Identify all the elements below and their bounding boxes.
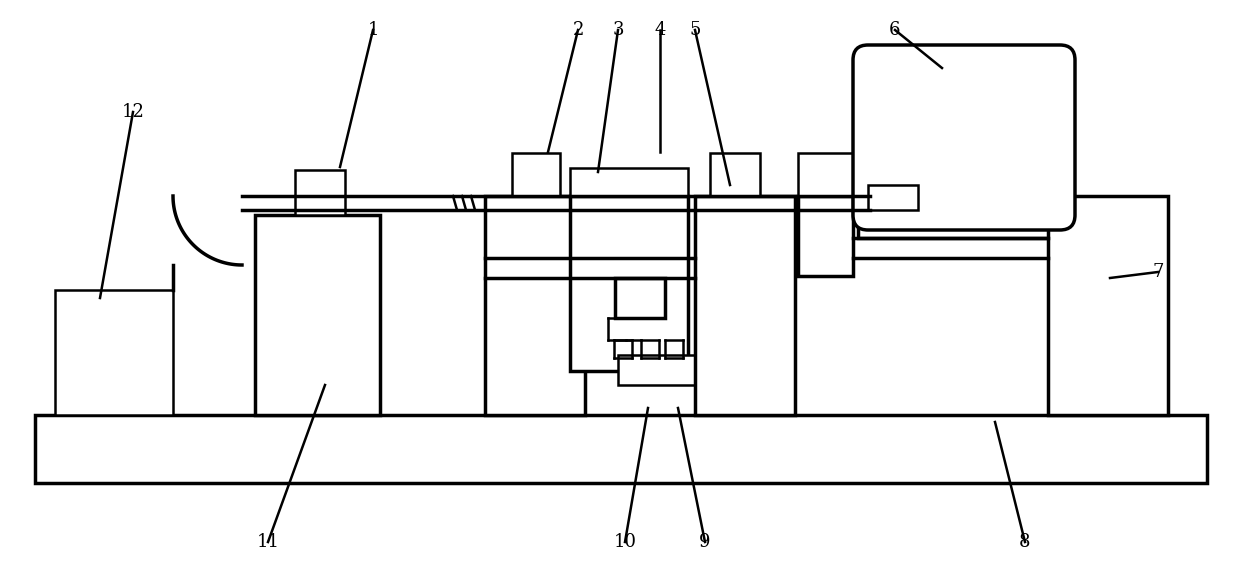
Bar — [858, 196, 1068, 238]
Text: 6: 6 — [889, 21, 900, 39]
Bar — [485, 196, 585, 415]
Bar — [615, 278, 665, 318]
Bar — [694, 196, 795, 415]
Bar — [295, 170, 345, 215]
Text: 1: 1 — [367, 21, 378, 39]
Text: 7: 7 — [1152, 263, 1163, 281]
Bar — [512, 153, 560, 196]
Bar — [35, 415, 1207, 483]
Bar — [1048, 196, 1168, 415]
Text: 2: 2 — [573, 21, 584, 39]
Bar — [711, 153, 760, 196]
Bar — [799, 153, 853, 196]
Bar — [255, 215, 379, 415]
Bar — [868, 185, 918, 210]
FancyBboxPatch shape — [853, 45, 1075, 230]
Text: 4: 4 — [655, 21, 666, 39]
Text: 11: 11 — [257, 533, 279, 551]
Bar — [570, 196, 688, 371]
Text: 5: 5 — [689, 21, 701, 39]
Text: 12: 12 — [122, 103, 144, 121]
Bar — [618, 355, 758, 385]
Text: 9: 9 — [699, 533, 711, 551]
Bar — [570, 168, 688, 196]
Bar — [799, 196, 853, 276]
Text: 8: 8 — [1019, 533, 1030, 551]
Text: 3: 3 — [613, 21, 624, 39]
Text: 10: 10 — [614, 533, 636, 551]
Bar — [55, 290, 174, 415]
